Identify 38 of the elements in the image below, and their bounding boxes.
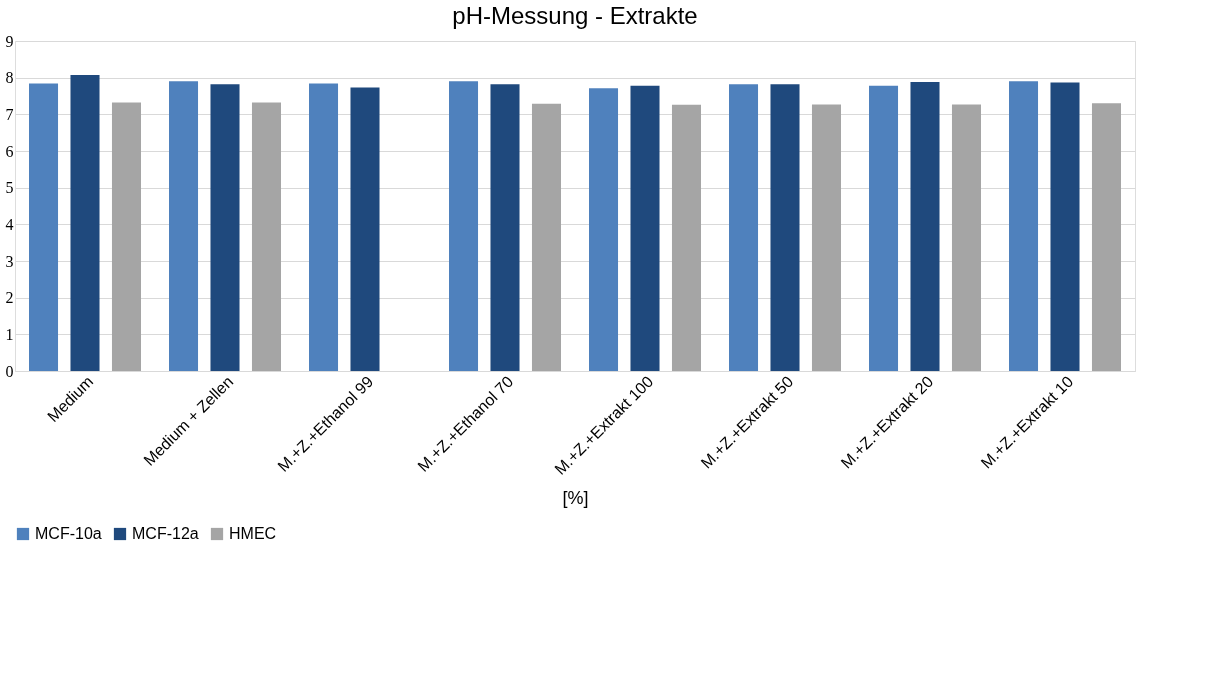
bar [531,103,561,371]
bar [490,84,520,371]
bar [350,87,380,371]
bar [1091,103,1121,371]
y-tick-label: 6 [5,142,14,160]
bar [449,81,479,371]
bar [770,84,800,371]
bar [70,75,100,371]
bar [29,83,59,371]
y-tick-label: 0 [5,362,14,380]
x-axis-title: [%] [562,487,589,508]
bar [1050,82,1080,371]
bar [951,104,981,371]
legend-label: MCF-10a [35,525,102,542]
legend-label: HMEC [229,525,277,542]
y-tick-label: 4 [5,215,14,233]
bar [630,85,660,371]
y-tick-label: 1 [5,325,14,343]
y-tick-label: 8 [5,69,14,87]
bar [869,85,899,371]
bar [111,102,141,371]
y-tick-label: 9 [5,32,14,50]
bar [729,84,759,371]
legend-label: MCF-12a [132,525,199,542]
y-tick-label: 5 [5,179,14,197]
chart-title: pH-Messung - Extrakte [452,2,698,29]
bar [169,81,199,371]
bar [309,83,339,371]
bar [251,102,281,371]
y-tick-label: 3 [5,252,14,270]
bar [1009,81,1039,371]
y-tick-label: 2 [5,289,14,307]
bar [671,104,701,371]
bar [811,104,841,371]
bar [210,84,240,371]
y-tick-label: 7 [5,105,14,123]
bar [910,82,940,371]
bar [589,88,619,371]
